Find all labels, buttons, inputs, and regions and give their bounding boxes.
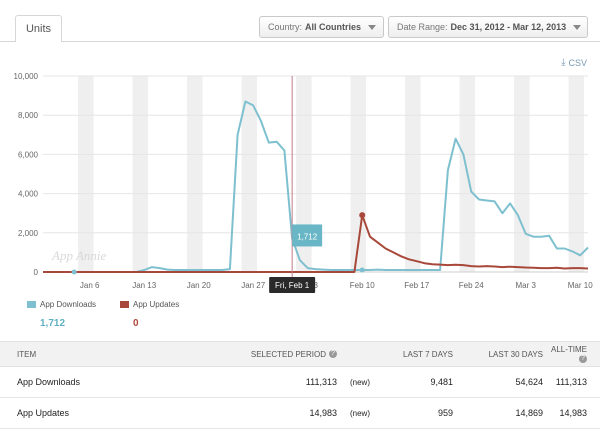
weekend-band bbox=[350, 76, 359, 272]
tooltip-box bbox=[292, 224, 323, 247]
weekend-band bbox=[249, 76, 258, 272]
y-tick-label: 6,000 bbox=[18, 150, 39, 159]
header-all-time-label: All-Time bbox=[550, 345, 587, 354]
weekend-band bbox=[85, 76, 94, 272]
legend-updates-value: 0 bbox=[133, 318, 139, 329]
weekend-band bbox=[140, 76, 149, 272]
weekend-band bbox=[521, 76, 530, 272]
header-last-30-days: Last 30 Days bbox=[454, 341, 544, 367]
x-tick-label: Mar 3 bbox=[515, 281, 536, 290]
csv-label: CSV bbox=[568, 57, 587, 68]
y-tick-label: 2,000 bbox=[18, 229, 39, 238]
weekend-band bbox=[568, 76, 577, 272]
row-all-time: 14,983 bbox=[544, 397, 600, 429]
row-item: App Downloads bbox=[0, 366, 168, 398]
x-tick-label: Jan 6 bbox=[80, 281, 100, 290]
weekend-band bbox=[187, 76, 195, 272]
row-selected: 111,313 bbox=[168, 366, 338, 398]
tab-underline bbox=[0, 41, 600, 42]
tooltip-value: 1,712 bbox=[297, 232, 318, 241]
date-flag bbox=[269, 277, 316, 293]
weekend-band bbox=[194, 76, 203, 272]
csv-export-link[interactable]: ⤓ CSV bbox=[561, 57, 587, 68]
weekend-band bbox=[358, 76, 367, 272]
row-selected: 14,983 bbox=[168, 397, 338, 429]
x-tick-label: Feb 24 bbox=[459, 281, 484, 290]
x-tick-label: Feb 17 bbox=[404, 281, 429, 290]
data-point bbox=[71, 269, 77, 275]
y-tick-label: 0 bbox=[34, 268, 39, 277]
country-label: Country: bbox=[268, 22, 303, 32]
watermark: App Annie bbox=[51, 248, 107, 263]
country-dropdown[interactable]: Country: All Countries bbox=[259, 16, 384, 38]
series bbox=[43, 100, 589, 275]
download-icon: ⤓ bbox=[561, 57, 566, 68]
row-all-time: 111,313 bbox=[544, 366, 600, 398]
legend-downloads-label: App Downloads bbox=[40, 300, 97, 309]
weekend-band bbox=[459, 76, 468, 272]
y-axis: 0 2,000 4,000 6,000 8,000 10,000 bbox=[14, 72, 39, 277]
units-chart[interactable]: 0 2,000 4,000 6,000 8,000 10,000 Jan 6 Jan 13 J… bbox=[0, 60, 600, 300]
date-range-label: Date Range: bbox=[397, 22, 448, 32]
row-item: App Updates bbox=[0, 397, 168, 429]
downloads-swatch bbox=[27, 301, 36, 308]
hover-cursor: 1,712 Fri, Feb 1 bbox=[269, 76, 323, 293]
legend-downloads[interactable]: App Downloads bbox=[27, 300, 96, 309]
help-icon[interactable]: ? bbox=[579, 354, 587, 363]
weekend-bands bbox=[78, 76, 585, 272]
new-badge: (new) bbox=[338, 366, 382, 398]
weekend-band bbox=[514, 76, 522, 272]
row-last7: 959 bbox=[382, 397, 454, 429]
country-value: All Countries bbox=[305, 22, 362, 32]
row-last30: 14,869 bbox=[454, 397, 544, 429]
tab-units[interactable]: Units bbox=[15, 15, 62, 42]
help-icon[interactable]: ? bbox=[329, 350, 337, 359]
header-item: Item bbox=[0, 341, 168, 367]
table-row: App Downloads 111,313 (new) 9,481 54,624… bbox=[0, 366, 600, 398]
weekend-band bbox=[303, 76, 312, 272]
y-tick-label: 10,000 bbox=[14, 72, 39, 81]
x-tick-label: Feb 10 bbox=[350, 281, 375, 290]
table-row: App Updates 14,983 (new) 959 14,869 14,9… bbox=[0, 397, 600, 429]
stats-table: Item Selected Period? Last 7 Days Last 3… bbox=[0, 341, 600, 429]
chevron-down-icon bbox=[368, 24, 377, 30]
weekend-band bbox=[405, 76, 413, 272]
series-line bbox=[43, 214, 589, 273]
date-flag-label: Fri, Feb 1 bbox=[275, 281, 310, 290]
date-range-dropdown[interactable]: Date Range: Dec 31, 2012 - Mar 12, 2013 bbox=[388, 16, 588, 38]
header-last-7-days: Last 7 Days bbox=[382, 341, 454, 367]
x-tick-label: Mar 10 bbox=[568, 281, 593, 290]
weekend-band bbox=[78, 76, 86, 272]
table-header: Item Selected Period? Last 7 Days Last 3… bbox=[0, 341, 600, 367]
header-selected-period[interactable]: Selected Period? bbox=[168, 341, 338, 367]
weekend-band bbox=[576, 76, 585, 272]
weekend-band bbox=[241, 76, 250, 272]
updates-swatch bbox=[120, 301, 129, 308]
weekend-band bbox=[412, 76, 421, 272]
data-point bbox=[359, 212, 366, 219]
x-tick-label: Jan 27 bbox=[241, 281, 266, 290]
legend-downloads-value: 1,712 bbox=[40, 318, 66, 329]
row-last7: 9,481 bbox=[382, 366, 454, 398]
date-range-value: Dec 31, 2012 - Mar 12, 2013 bbox=[450, 22, 567, 32]
x-tick-label: Jan 13 bbox=[132, 281, 157, 290]
data-point bbox=[359, 267, 365, 273]
weekend-band bbox=[296, 76, 304, 272]
legend-updates[interactable]: App Updates bbox=[120, 300, 179, 309]
x-tick-label: Jan 20 bbox=[187, 281, 212, 290]
y-tick-label: 8,000 bbox=[18, 111, 39, 120]
header-selected-period-label: Selected Period bbox=[250, 349, 326, 359]
legend-updates-label: App Updates bbox=[133, 300, 180, 309]
chevron-down-icon bbox=[573, 24, 582, 30]
header-all-time[interactable]: All-Time? bbox=[544, 341, 600, 367]
tab-units-label: Units bbox=[25, 23, 52, 35]
y-tick-label: 4,000 bbox=[18, 190, 39, 199]
weekend-band bbox=[132, 76, 141, 272]
weekend-band bbox=[467, 76, 476, 272]
row-last30: 54,624 bbox=[454, 366, 544, 398]
new-badge: (new) bbox=[338, 397, 382, 429]
